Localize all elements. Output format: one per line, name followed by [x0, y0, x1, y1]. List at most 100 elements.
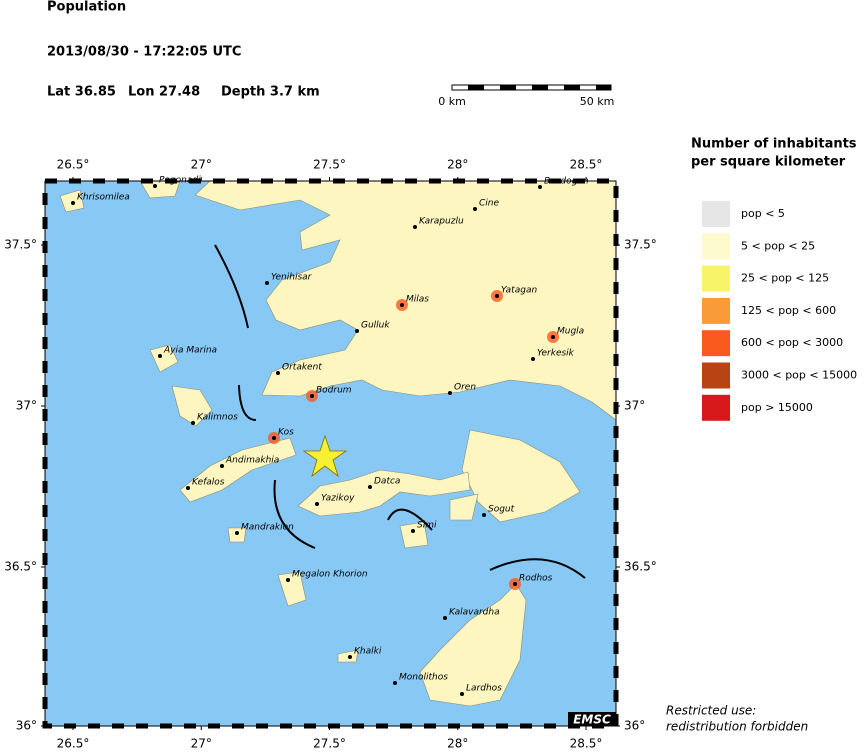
lon-label: 27.5°: [313, 737, 346, 751]
city-dot: [235, 531, 239, 535]
city-label: Milas: [406, 295, 429, 305]
lon: Lon 27.48: [128, 85, 200, 100]
city-dot: [348, 655, 352, 659]
city-label: Megalon Khorion: [292, 570, 368, 580]
epicenter: [302, 434, 348, 478]
legend-swatch: [702, 362, 730, 389]
city-label: Kalavardha: [449, 608, 500, 618]
footer: redistribution forbidden: [666, 720, 808, 734]
city-label: Ortakent: [282, 363, 322, 373]
lat-label: 37°: [624, 399, 645, 413]
city-dot: [473, 207, 477, 211]
lon-label: 26.5°: [57, 158, 90, 172]
city-label: Cine: [479, 199, 499, 209]
legend-swatch: [702, 233, 730, 260]
map: [42, 178, 619, 729]
city-dot: [513, 582, 517, 586]
credit: EMSC: [573, 713, 611, 727]
depth: Depth 3.7 km: [221, 85, 320, 100]
city-dot: [191, 421, 195, 425]
city-dot: [460, 692, 464, 696]
lon-label: 28°: [447, 737, 468, 751]
city-label: Sogut: [488, 505, 515, 515]
city-dot: [265, 281, 269, 285]
lon-label: 26.5°: [57, 737, 90, 751]
legend-swatch: [702, 394, 730, 421]
city-dot: [186, 486, 190, 490]
lat-label: 36.5°: [624, 560, 657, 574]
scale-end: 50 km: [580, 95, 615, 108]
city-dot: [276, 371, 280, 375]
city-dot: [413, 225, 417, 229]
legend-label: 600 < pop < 3000: [741, 336, 843, 349]
legend-label: pop < 5: [741, 207, 785, 220]
lat-label: 37.5°: [624, 238, 657, 252]
city-label: Pagonadi: [159, 176, 201, 186]
city-label: Datca: [374, 477, 400, 487]
city-label: Gulluk: [361, 321, 390, 331]
city-label: Khalki: [354, 647, 382, 657]
city-dot: [368, 485, 372, 489]
city-dot: [411, 529, 415, 533]
city-dot: [531, 357, 535, 361]
city-dot: [551, 335, 555, 339]
city-label: Rodhos: [519, 574, 553, 584]
city-label: Bozdogan: [544, 177, 589, 187]
legend-swatch: [702, 265, 730, 292]
city-label: Oren: [454, 383, 476, 393]
legend-swatch: [702, 330, 730, 357]
city-label: Khrisomilea: [77, 193, 130, 203]
city-label: Karapuzlu: [419, 217, 464, 227]
lat-label: 36°: [16, 719, 37, 733]
footer: Restricted use:: [666, 704, 756, 718]
legend-swatch: [702, 297, 730, 324]
city-label: Andimakhia: [225, 456, 279, 466]
city-dot: [482, 513, 486, 517]
city-dot: [443, 616, 447, 620]
city-dot: [355, 329, 359, 333]
city-dot: [286, 578, 290, 582]
city-label: Yerkesik: [537, 349, 575, 359]
city-dot: [400, 303, 404, 307]
legend-label: 3000 < pop < 15000: [741, 369, 857, 382]
legend-title: per square kilometer: [691, 155, 846, 170]
legend-label: 5 < pop < 25: [741, 239, 815, 252]
city-dot: [315, 502, 319, 506]
city-label: Yenihisar: [271, 273, 313, 283]
legend-label: 25 < pop < 125: [741, 272, 829, 285]
city-label: Lardhos: [466, 684, 502, 694]
city-dot: [158, 354, 162, 358]
city-label: Kos: [278, 428, 294, 438]
city-dot: [538, 185, 542, 189]
city-label: Ayia Marina: [163, 346, 217, 356]
city-dot: [220, 464, 224, 468]
legend-swatch: [702, 201, 730, 227]
lon-label: 27.5°: [313, 158, 346, 172]
lon-label: 28.5°: [570, 737, 603, 751]
lat-label: 36.5°: [4, 560, 37, 574]
city-label: Bodrum: [316, 386, 352, 396]
city-dot: [393, 681, 397, 685]
city-dot: [495, 294, 499, 298]
scale-bar: [451, 84, 612, 91]
city-label: Mugla: [557, 327, 584, 337]
city-dot: [310, 394, 314, 398]
lat-label: 37.5°: [4, 238, 37, 252]
city-label: Kalimnos: [197, 413, 238, 423]
scale-start: 0 km: [438, 95, 466, 108]
lon-label: 27°: [191, 158, 212, 172]
legend-title: Number of inhabitants: [691, 137, 857, 152]
city-dot: [448, 391, 452, 395]
city-label: Simi: [417, 521, 437, 531]
lon-label: 27°: [191, 737, 212, 751]
datetime: 2013/08/30 - 17:22:05 UTC: [47, 45, 241, 60]
legend-label: pop > 15000: [741, 401, 813, 414]
city-label: Yazikoy: [321, 494, 355, 504]
lon-label: 28.5°: [570, 158, 603, 172]
city-label: Kefalos: [192, 478, 225, 488]
city-dot: [153, 184, 157, 188]
lat-label: 36°: [624, 719, 645, 733]
city-label: Yatagan: [501, 286, 537, 296]
lat: Lat 36.85: [47, 85, 116, 100]
